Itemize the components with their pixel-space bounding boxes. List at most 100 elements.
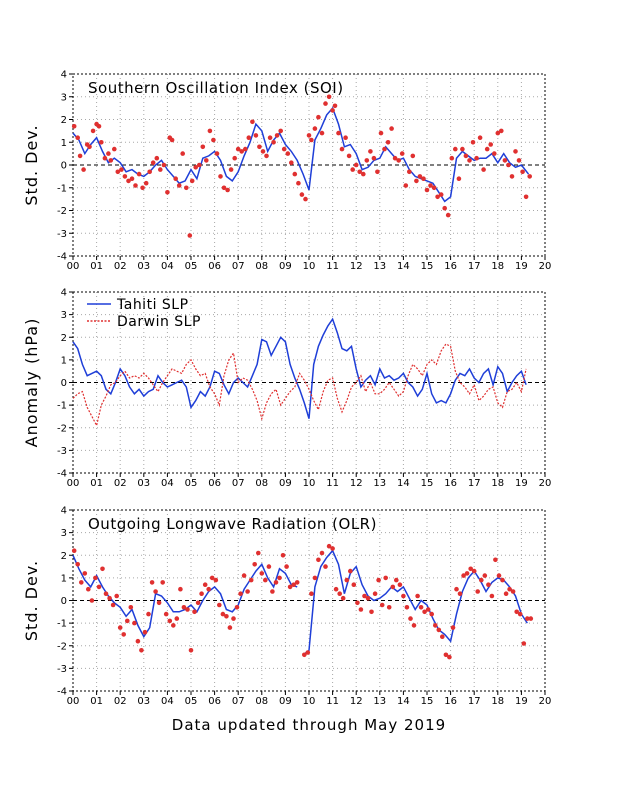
- data-point: [93, 575, 98, 581]
- series-line: [302, 549, 528, 656]
- data-point: [330, 108, 335, 113]
- x-tick-label: 13: [373, 478, 386, 489]
- x-tick-label: 07: [232, 478, 245, 489]
- data-point: [376, 577, 381, 583]
- data-point: [160, 580, 165, 585]
- y-axis-label: Anomaly (hPa): [22, 318, 41, 448]
- data-point: [468, 566, 474, 572]
- data-point: [154, 155, 160, 161]
- data-point: [99, 140, 104, 145]
- x-tick-label: 14: [397, 261, 410, 272]
- data-point: [371, 155, 377, 161]
- data-point: [153, 589, 158, 594]
- data-point: [292, 171, 298, 177]
- data-point: [401, 593, 406, 599]
- x-tick-label: 15: [421, 478, 434, 489]
- data-point: [163, 611, 169, 617]
- data-point: [158, 167, 163, 172]
- data-point: [445, 212, 451, 218]
- data-point: [185, 607, 190, 612]
- data-point: [479, 577, 484, 583]
- y-tick-label: -4: [57, 252, 67, 263]
- data-point: [165, 190, 170, 195]
- data-point: [442, 205, 448, 211]
- y-tick-label: 0: [61, 596, 67, 607]
- data-point: [435, 194, 440, 200]
- y-tick-label: -1: [57, 401, 67, 412]
- x-tick-label: 09: [279, 478, 292, 489]
- data-point: [516, 158, 522, 163]
- x-tick-label: 17: [468, 696, 481, 707]
- x-tick-label: 09: [279, 261, 292, 272]
- x-tick-label: 17: [468, 478, 481, 489]
- data-point: [323, 101, 328, 106]
- data-point: [339, 146, 345, 152]
- legend-label: Darwin SLP: [117, 314, 201, 330]
- data-point: [450, 625, 456, 630]
- data-point: [142, 629, 148, 635]
- data-point: [117, 625, 123, 630]
- data-point: [161, 162, 167, 168]
- x-tick-label: 08: [255, 478, 268, 489]
- x-tick-label: 20: [539, 478, 552, 489]
- data-point: [502, 158, 508, 163]
- data-point: [214, 151, 220, 156]
- data-point: [188, 648, 194, 653]
- data-point: [368, 149, 373, 154]
- data-point: [358, 607, 364, 612]
- x-tick-label: 01: [90, 261, 103, 272]
- data-point: [243, 146, 248, 152]
- data-point: [475, 589, 481, 594]
- data-point: [421, 176, 426, 181]
- data-point: [407, 169, 412, 175]
- x-tick-label: 05: [185, 696, 198, 707]
- data-point: [239, 149, 244, 154]
- data-point: [428, 183, 433, 188]
- y-tick-label: 2: [61, 551, 67, 562]
- data-point: [467, 158, 472, 163]
- data-point: [112, 146, 117, 152]
- data-point: [389, 126, 394, 131]
- x-tick-label: 05: [185, 478, 198, 489]
- data-point: [174, 616, 180, 621]
- data-point: [326, 543, 332, 549]
- data-point: [482, 573, 488, 578]
- data-point: [147, 169, 152, 175]
- data-point: [250, 119, 255, 125]
- y-tick-label: 2: [61, 333, 67, 344]
- data-point: [291, 582, 297, 587]
- data-point: [274, 133, 280, 138]
- x-tick-label: 12: [350, 478, 363, 489]
- data-point: [259, 571, 265, 576]
- data-point: [382, 146, 387, 152]
- data-point: [456, 176, 462, 181]
- data-point: [323, 564, 328, 569]
- x-tick-label: 04: [161, 261, 174, 272]
- x-tick-label: 14: [397, 696, 410, 707]
- data-point: [319, 550, 325, 556]
- data-point: [355, 600, 360, 606]
- data-point: [422, 609, 427, 615]
- data-point: [195, 600, 201, 606]
- data-point: [392, 155, 398, 161]
- data-point: [375, 169, 380, 175]
- data-point: [255, 550, 261, 556]
- data-point: [330, 546, 335, 551]
- x-tick-label: 00: [67, 478, 80, 489]
- data-point: [309, 137, 314, 143]
- data-point: [107, 595, 112, 601]
- data-point: [471, 568, 477, 574]
- y-tick-label: -3: [57, 229, 67, 240]
- data-point: [202, 582, 208, 587]
- data-point: [79, 580, 84, 585]
- data-point: [173, 176, 178, 181]
- data-point: [119, 167, 124, 172]
- y-tick-label: -2: [57, 423, 67, 434]
- data-point: [149, 580, 155, 585]
- data-point: [379, 602, 385, 608]
- data-point: [460, 146, 465, 152]
- data-point: [362, 593, 367, 599]
- data-point: [71, 548, 77, 553]
- panel-title: Southern Oscillation Index (SOI): [88, 79, 344, 97]
